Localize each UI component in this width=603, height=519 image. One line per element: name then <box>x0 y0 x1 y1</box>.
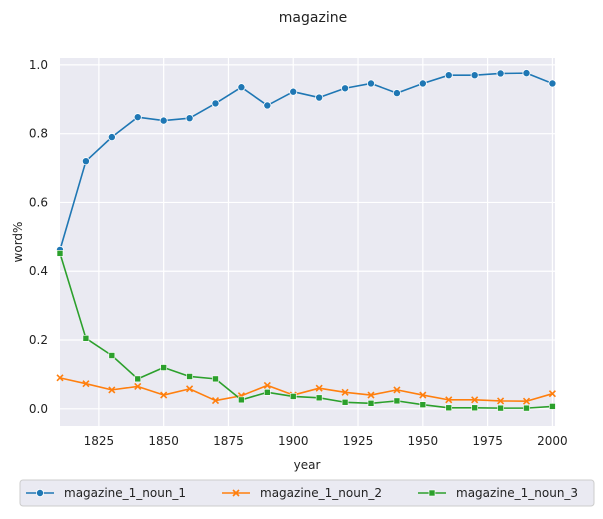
legend-frame <box>19 479 595 507</box>
data-point <box>445 404 453 412</box>
legend-label: magazine_1_noun_2 <box>260 486 382 500</box>
data-point <box>185 114 194 123</box>
data-point <box>471 396 479 404</box>
data-point <box>81 157 90 166</box>
series-line <box>59 377 553 403</box>
data-point <box>160 391 168 399</box>
data-point <box>212 375 219 383</box>
data-point <box>82 380 90 388</box>
series-line <box>59 253 553 409</box>
y-axis-ticks: 0.0 0.2 0.4 0.6 0.8 1.0 <box>29 58 48 416</box>
data-point <box>392 89 401 98</box>
data-point <box>444 71 453 80</box>
x-tick-label: 1900 <box>278 434 309 448</box>
data-point <box>56 374 64 382</box>
x-tick-label: 1825 <box>84 434 115 448</box>
data-point <box>159 116 168 125</box>
data-point <box>522 397 531 405</box>
data-point <box>289 393 297 400</box>
data-point <box>237 83 246 92</box>
data-point <box>211 99 220 108</box>
legend-marker <box>428 489 436 497</box>
data-point <box>470 71 479 80</box>
y-tick-label: 0.0 <box>29 402 48 416</box>
chart-title: magazine <box>279 10 347 26</box>
data-point <box>367 391 375 399</box>
data-point <box>108 386 116 394</box>
x-tick-label: 1925 <box>343 434 374 448</box>
y-tick-label: 0.6 <box>29 195 48 209</box>
series-line <box>59 72 553 251</box>
data-point <box>315 384 323 392</box>
x-axis-ticks: 1825 1850 1875 1900 1925 1950 1975 2000 <box>84 434 568 448</box>
data-point <box>548 79 557 88</box>
data-point <box>186 385 194 393</box>
x-tick-label: 2000 <box>537 434 568 448</box>
data-point <box>263 101 272 110</box>
legend: magazine_1_noun_1 magazine_1_noun_2 magazi… <box>19 479 595 507</box>
data-point <box>133 113 142 122</box>
data-point <box>315 93 324 102</box>
data-point <box>263 381 271 389</box>
legend-marker <box>36 488 45 497</box>
data-point <box>315 394 323 402</box>
data-point <box>107 133 116 142</box>
legend-marker <box>232 489 240 497</box>
data-point <box>549 403 556 410</box>
data-point <box>341 398 349 406</box>
data-point <box>56 250 64 257</box>
data-point <box>134 382 142 391</box>
y-axis-label: word% <box>11 222 25 263</box>
data-point <box>496 69 505 78</box>
data-point <box>418 79 427 88</box>
legend-label: magazine_1_noun_1 <box>64 486 186 500</box>
data-point <box>393 386 401 394</box>
y-tick-label: 0.4 <box>29 264 48 278</box>
series-layer <box>56 69 557 412</box>
data-point <box>548 390 556 398</box>
data-point <box>289 87 298 96</box>
data-point <box>366 79 375 88</box>
legend-label: magazine_1_noun_3 <box>456 486 578 500</box>
y-tick-label: 0.2 <box>29 333 48 347</box>
series-magazine_1_noun_1 <box>56 69 557 254</box>
legend-item: magazine_1_noun_1 <box>26 486 186 500</box>
x-tick-label: 1975 <box>472 434 503 448</box>
data-point <box>419 391 427 399</box>
data-point <box>82 334 90 342</box>
plot-area <box>60 58 555 426</box>
data-point <box>471 404 478 412</box>
x-tick-label: 1850 <box>148 434 179 448</box>
data-point <box>523 404 530 412</box>
data-point <box>445 396 453 404</box>
data-point <box>497 404 504 412</box>
data-point <box>522 69 531 78</box>
x-tick-label: 1875 <box>213 434 244 448</box>
x-tick-label: 1950 <box>408 434 439 448</box>
legend-item: magazine_1_noun_2 <box>222 486 382 500</box>
data-point <box>367 400 375 407</box>
data-point <box>108 352 116 359</box>
grid <box>60 58 555 426</box>
data-point <box>264 388 271 396</box>
legend-item: magazine_1_noun_3 <box>418 486 578 500</box>
data-point <box>341 84 350 93</box>
data-point <box>419 401 427 408</box>
x-axis-label: year <box>294 458 321 472</box>
data-point <box>211 396 220 405</box>
data-point <box>186 373 193 380</box>
data-point <box>160 364 167 371</box>
data-point <box>238 396 245 404</box>
data-point <box>341 388 349 396</box>
data-point <box>393 397 401 405</box>
y-tick-label: 1.0 <box>29 58 48 72</box>
series-magazine_1_noun_3 <box>56 250 556 412</box>
data-point <box>497 397 505 405</box>
y-tick-label: 0.8 <box>29 127 48 141</box>
data-point <box>134 375 142 383</box>
